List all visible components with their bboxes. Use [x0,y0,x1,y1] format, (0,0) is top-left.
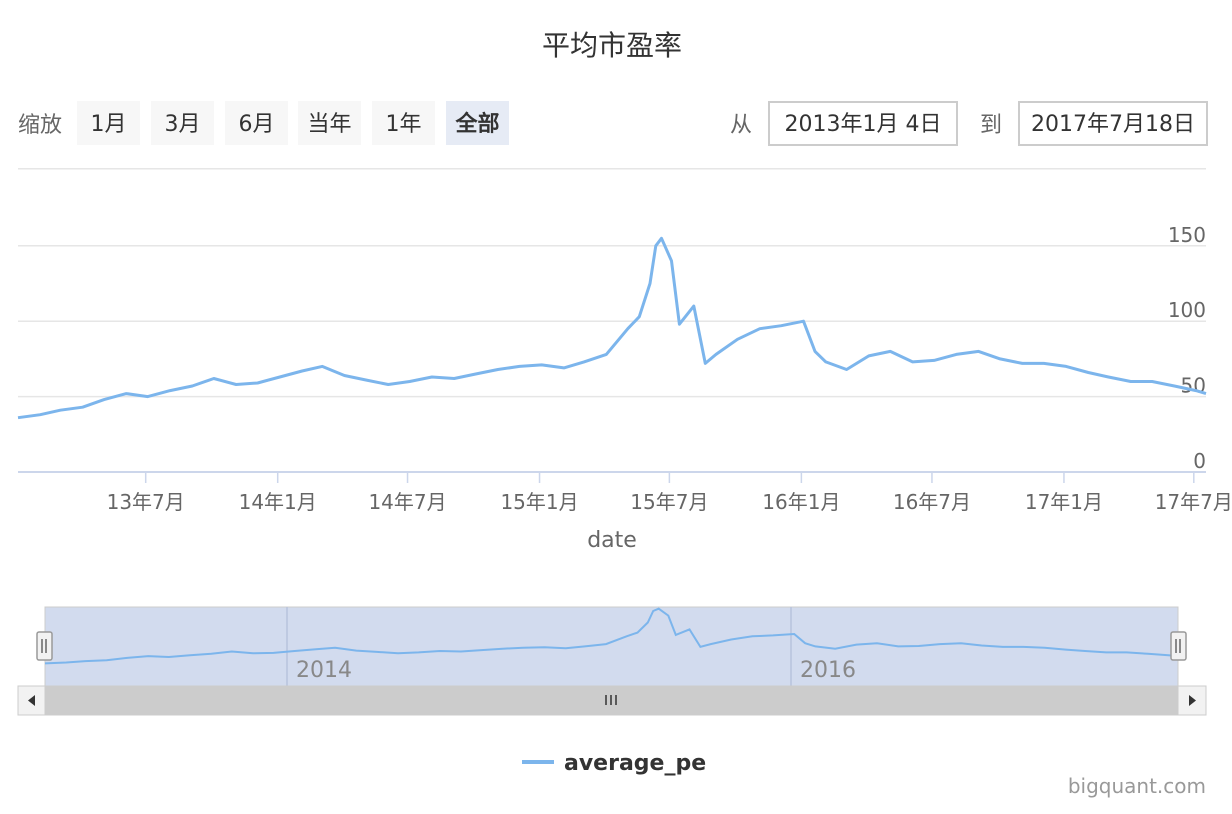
scrollbar[interactable] [17,685,1207,716]
navigator-series-line [44,607,1179,665]
range-button-5[interactable]: 全部 [446,101,509,145]
from-label: 从 [730,113,752,138]
range-button-0[interactable]: 1月 [77,101,140,145]
x-axis-title: date [587,528,637,553]
range-button-4[interactable]: 1年 [372,101,435,145]
to-date-input[interactable]: 2017年7月18日 [1018,101,1208,146]
x-tick-label: 15年1月 [500,490,578,514]
x-tick-label: 17年1月 [1025,490,1103,514]
legend-item-average-pe[interactable]: average_pe [522,751,706,776]
navigator[interactable]: 2014 2016 [36,606,1187,687]
y-tick-label: 150 [1168,223,1206,247]
legend-label: average_pe [564,751,706,776]
navigator-handle-left[interactable] [36,631,53,661]
range-button-2[interactable]: 6月 [225,101,288,145]
from-date-value: 2013年1月 4日 [785,112,942,137]
from-date-input[interactable]: 2013年1月 4日 [768,101,958,146]
range-button-label: 1年 [386,112,422,137]
series-line-average-pe [17,236,1207,420]
navigator-year-2016: 2016 [800,658,856,683]
arrow-right-icon [1189,695,1196,706]
y-tick-label: 100 [1168,298,1206,322]
credit-link[interactable]: bigquant.com [1068,774,1206,798]
x-tick-label: 14年7月 [368,490,446,514]
scroll-left-button[interactable] [17,685,46,716]
x-tick-label: 13年7月 [107,490,185,514]
range-button-label: 6月 [239,112,275,137]
y-tick-label: 0 [1193,449,1206,473]
grid-lines [18,168,1206,398]
x-tick-label: 14年1月 [239,490,317,514]
chart-title: 平均市盈率 [542,29,682,62]
range-buttons: 1月 3月 6月 当年 1年 全部 [77,101,509,145]
arrow-left-icon [28,695,35,706]
x-tick-label: 17年7月 [1155,490,1232,514]
range-button-label: 3月 [165,112,201,137]
x-axis-ticks: 13年7月 14年1月 14年7月 15年1月 15年7月 16年1月 16年7月 17年1月… [107,472,1232,514]
x-tick-label: 15年7月 [630,490,708,514]
range-button-label: 全部 [454,111,499,137]
range-button-label: 1月 [91,112,127,137]
to-date-value: 2017年7月18日 [1031,112,1195,137]
x-tick-label: 16年1月 [762,490,840,514]
zoom-label: 缩放 [18,113,62,138]
range-button-3[interactable]: 当年 [298,101,361,145]
range-button-1[interactable]: 3月 [151,101,214,145]
scrollbar-grip-icon [605,695,617,705]
navigator-year-2014: 2014 [296,658,352,683]
navigator-handle-right[interactable] [1170,631,1187,661]
x-tick-label: 16年7月 [893,490,971,514]
range-button-label: 当年 [307,112,351,137]
to-label: 到 [980,113,1002,138]
scroll-right-button[interactable] [1177,685,1207,716]
